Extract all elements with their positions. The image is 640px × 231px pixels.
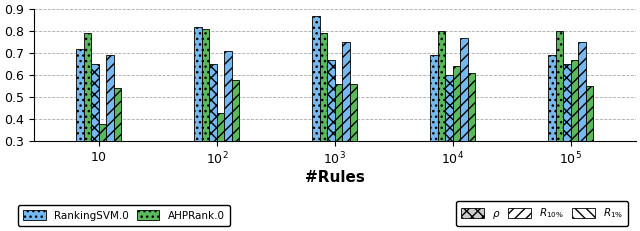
Bar [431, 55, 438, 207]
Bar [224, 51, 232, 207]
Bar [328, 60, 335, 207]
X-axis label: #Rules: #Rules [305, 170, 365, 185]
Bar [92, 64, 99, 207]
Bar [586, 86, 593, 207]
Bar [195, 27, 202, 207]
Bar [99, 124, 106, 207]
Legend: $\rho$, $R_{10\%}$, $R_{1\%}$: $\rho$, $R_{10\%}$, $R_{1\%}$ [456, 201, 628, 226]
Bar [232, 79, 239, 207]
Bar [563, 64, 571, 207]
Bar [320, 33, 328, 207]
Bar [579, 42, 586, 207]
Bar [84, 33, 92, 207]
Bar [335, 84, 342, 207]
Bar [209, 64, 217, 207]
Bar [460, 38, 468, 207]
Bar [548, 55, 556, 207]
Bar [571, 60, 579, 207]
Bar [106, 55, 114, 207]
Bar [453, 66, 460, 207]
Bar [202, 29, 209, 207]
Bar [445, 75, 453, 207]
Bar [217, 112, 224, 207]
Bar [350, 84, 357, 207]
Bar [76, 49, 84, 207]
Legend: RankingSVM.0, AHPRank.0: RankingSVM.0, AHPRank.0 [18, 205, 230, 226]
Bar [468, 73, 476, 207]
Bar [556, 31, 563, 207]
Bar [312, 16, 320, 207]
Bar [438, 31, 445, 207]
Bar [114, 88, 121, 207]
Bar [342, 42, 350, 207]
